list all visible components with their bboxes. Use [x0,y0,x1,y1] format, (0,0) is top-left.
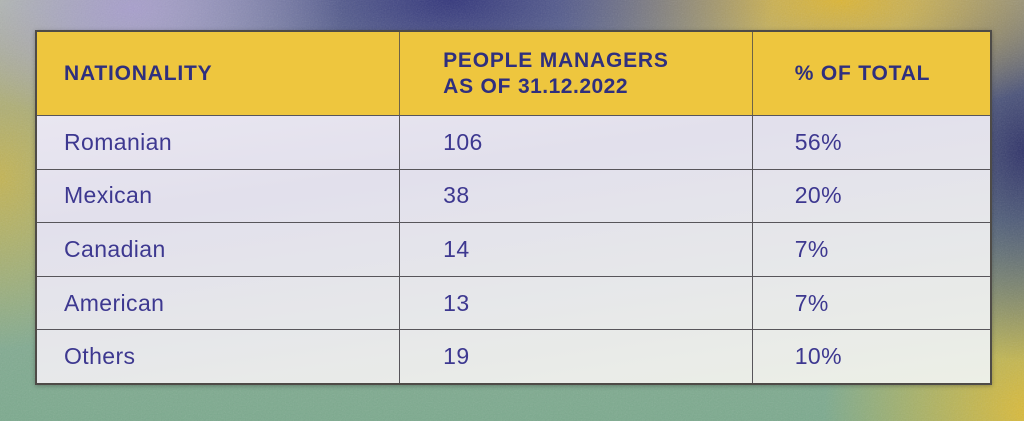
table-row: American 13 7% [37,275,990,330]
header-date: 31.12.2022 [517,74,629,98]
cell-managers: 38 [399,169,752,223]
cell-percent: 56% [751,116,990,169]
column-header-percent: % OF TOTAL [751,32,990,115]
cell-percent: 7% [751,223,990,276]
stats-table: NATIONALITY PEOPLE MANAGERS AS OF 31.12.… [35,30,992,385]
table-row: Mexican 38 20% [37,168,990,223]
cell-percent: 20% [751,169,990,223]
cell-managers: 13 [399,276,752,330]
column-header-managers-label: PEOPLE MANAGERS AS OF 31.12.2022 [443,49,669,98]
cell-percent: 7% [751,276,990,330]
cell-nationality: Mexican [64,182,153,209]
column-header-managers: PEOPLE MANAGERS AS OF 31.12.2022 [399,32,752,115]
cell-percent: 10% [751,330,990,383]
cell-nationality: American [64,289,165,316]
cell-nationality: Others [64,343,136,370]
column-header-nationality-label: NATIONALITY [64,61,213,85]
table-body: Romanian 106 56% Mexican 38 20% Canadian… [37,115,990,383]
column-header-percent-label: % OF TOTAL [794,61,931,85]
cell-managers: 19 [399,330,752,383]
column-header-nationality: NATIONALITY [37,32,399,115]
cell-managers: 106 [399,116,752,169]
cell-nationality: Canadian [64,235,166,262]
cell-managers: 14 [399,223,752,276]
table-row: Romanian 106 56% [37,115,990,169]
cell-nationality: Romanian [64,128,173,155]
table-row: Canadian 14 7% [37,222,990,276]
table-header: NATIONALITY PEOPLE MANAGERS AS OF 31.12.… [37,32,990,115]
table-row: Others 19 10% [37,329,990,383]
